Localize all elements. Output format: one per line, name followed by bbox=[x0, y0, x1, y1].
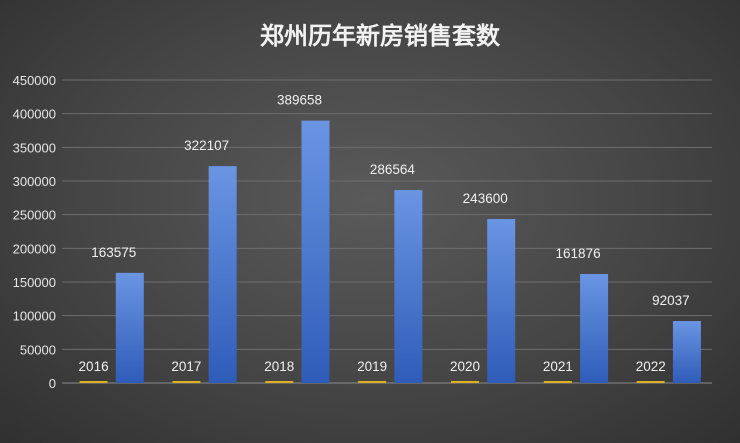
chart-title: 郑州历年新房销售套数 bbox=[260, 22, 501, 50]
sales-bar bbox=[208, 166, 237, 383]
year-series-bar bbox=[636, 381, 665, 383]
y-tick-label: 200000 bbox=[13, 241, 56, 256]
y-tick-label: 300000 bbox=[13, 174, 56, 189]
sales-bar bbox=[487, 218, 516, 383]
sales-value-label: 322107 bbox=[184, 138, 229, 153]
year-label: 2018 bbox=[264, 359, 294, 374]
sales-bar bbox=[301, 120, 330, 383]
sales-value-label: 243600 bbox=[463, 191, 508, 206]
sales-bar bbox=[394, 190, 423, 383]
y-axis-tick-labels: 0 50000 100000 150000 200000 250000 300000 3500… bbox=[13, 73, 56, 391]
y-tick-label: 50000 bbox=[20, 342, 56, 357]
sales-value-label: 389658 bbox=[277, 93, 322, 108]
sales-bar bbox=[672, 321, 701, 383]
sales-value-label: 286564 bbox=[370, 162, 416, 177]
y-tick-label: 100000 bbox=[13, 309, 56, 324]
y-tick-label: 400000 bbox=[13, 107, 56, 122]
year-label: 2017 bbox=[171, 359, 201, 374]
gridlines bbox=[62, 79, 712, 384]
sales-value-label: 92037 bbox=[652, 293, 690, 308]
year-series-bar bbox=[358, 381, 387, 383]
bars bbox=[79, 120, 701, 383]
sales-bar bbox=[115, 272, 144, 383]
y-tick-label: 0 bbox=[49, 376, 56, 391]
year-label: 2022 bbox=[636, 359, 666, 374]
year-series-bar bbox=[451, 381, 479, 383]
sales-bar bbox=[580, 274, 609, 383]
year-series-bar bbox=[79, 381, 108, 383]
sales-value-label: 163575 bbox=[91, 245, 136, 260]
y-tick-label: 250000 bbox=[13, 208, 56, 223]
y-tick-label: 150000 bbox=[13, 275, 56, 290]
year-label: 2020 bbox=[450, 359, 480, 374]
year-label: 2021 bbox=[543, 359, 573, 374]
year-label: 2016 bbox=[79, 359, 109, 374]
sales-value-label: 161876 bbox=[556, 246, 601, 261]
year-series-bar bbox=[265, 381, 294, 383]
year-series-bar bbox=[172, 381, 201, 383]
y-tick-label: 350000 bbox=[13, 140, 56, 155]
y-tick-label: 450000 bbox=[13, 73, 56, 88]
year-label: 2019 bbox=[357, 359, 387, 374]
year-series-bar bbox=[543, 381, 572, 383]
data-labels: 2016 2017 2018 2019 2020 2021 2022 163575 322107… bbox=[79, 93, 690, 374]
